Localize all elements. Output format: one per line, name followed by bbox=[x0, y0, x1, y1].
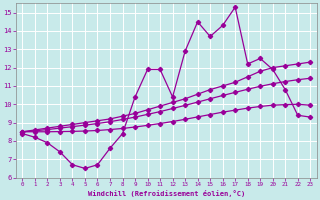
X-axis label: Windchill (Refroidissement éolien,°C): Windchill (Refroidissement éolien,°C) bbox=[88, 190, 245, 197]
